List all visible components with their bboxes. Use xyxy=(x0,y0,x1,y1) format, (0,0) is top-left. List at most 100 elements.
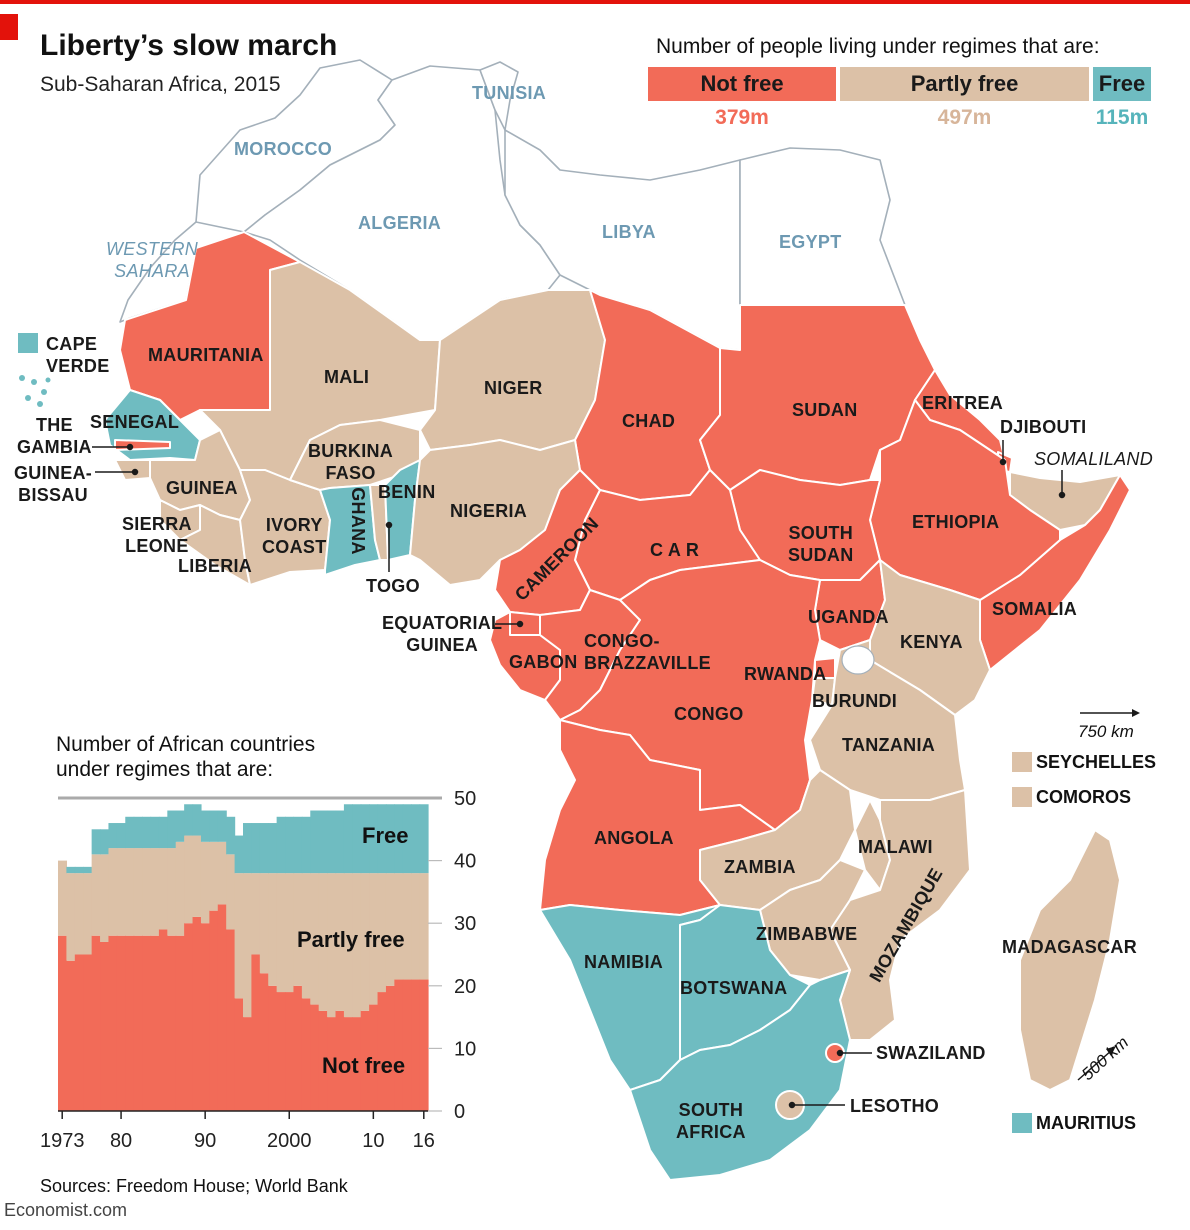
label-kenya: KENYA xyxy=(900,632,963,652)
bar-free-1994 xyxy=(234,835,244,874)
bar-not-free-1983 xyxy=(142,935,152,1111)
x-tick-label-1980: 80 xyxy=(110,1130,132,1152)
bar-not-free-1999 xyxy=(276,992,286,1111)
bar-partly-free-1995 xyxy=(243,873,253,1018)
bar-partly-free-2015 xyxy=(411,873,421,980)
legend-heading: Number of people living under regimes th… xyxy=(656,35,1100,58)
label-senegal: SENEGAL xyxy=(90,412,180,432)
label-namibia: NAMIBIA xyxy=(584,952,664,972)
bar-partly-free-2005 xyxy=(327,873,337,1018)
bar-free-1987 xyxy=(175,810,185,842)
bar-free-2005 xyxy=(327,810,337,874)
bar-partly-free-2009 xyxy=(360,873,370,1011)
ethiopia-shape xyxy=(869,399,1061,601)
bar-not-free-1982 xyxy=(133,935,143,1111)
bar-not-free-2007 xyxy=(343,1017,353,1111)
scale-arrows xyxy=(1077,709,1140,1081)
bar-partly-free-1997 xyxy=(259,873,269,974)
label-morocco: MOROCCO xyxy=(234,139,333,159)
bar-free-2006 xyxy=(335,810,345,874)
bar-free-1978 xyxy=(100,829,110,855)
legend-not-free-value: 379m xyxy=(715,106,769,129)
top-rule xyxy=(0,0,1190,4)
label-cape-verde: CAPE VERDE xyxy=(46,334,110,376)
bar-not-free-2010 xyxy=(369,1004,379,1111)
bar-partly-free-1992 xyxy=(217,841,227,905)
bar-partly-free-2008 xyxy=(352,873,362,1018)
bar-not-free-2006 xyxy=(335,1010,345,1111)
bar-partly-free-1979 xyxy=(108,848,118,936)
bar-partly-free-1985 xyxy=(158,848,168,930)
bar-partly-free-2011 xyxy=(377,873,387,993)
inset-chart-heading: Number of African countries under regime… xyxy=(56,733,316,781)
label-eritrea: ERITREA xyxy=(922,393,1004,413)
bar-not-free-2004 xyxy=(318,1010,328,1111)
bar-partly-free-1984 xyxy=(150,848,160,936)
source-note: Sources: Freedom House; World Bank xyxy=(40,1176,348,1196)
bar-partly-free-1974 xyxy=(66,873,76,961)
bar-partly-free-2012 xyxy=(385,873,395,986)
label-malawi: MALAWI xyxy=(858,837,933,857)
bar-partly-free-1987 xyxy=(175,841,185,936)
label-seychelles: SEYCHELLES xyxy=(1036,752,1157,772)
bar-free-1989 xyxy=(192,804,202,836)
bar-partly-free-1982 xyxy=(133,848,143,936)
bar-not-free-1991 xyxy=(209,910,219,1111)
mozambique-shape xyxy=(829,789,971,1041)
bar-free-2004 xyxy=(318,810,328,874)
annotation-not-free: Not free xyxy=(322,1053,406,1078)
bar-free-1999 xyxy=(276,816,286,874)
bar-free-1986 xyxy=(167,810,177,849)
bar-not-free-2012 xyxy=(385,985,395,1111)
bar-not-free-2009 xyxy=(360,1010,370,1111)
bar-partly-free-1989 xyxy=(192,835,202,917)
bar-partly-free-1988 xyxy=(184,835,194,924)
bar-not-free-1975 xyxy=(74,954,84,1111)
bar-not-free-1985 xyxy=(158,929,168,1111)
bar-not-free-1990 xyxy=(200,923,210,1111)
bar-not-free-2008 xyxy=(352,1017,362,1111)
x-tick-label-1990: 90 xyxy=(194,1130,216,1152)
annotation-free: Free xyxy=(362,823,409,848)
bar-free-1988 xyxy=(184,804,194,836)
bar-not-free-1998 xyxy=(268,985,278,1111)
label-gabon: GABON xyxy=(509,652,578,672)
label-djibouti: DJIBOUTI xyxy=(1000,417,1087,437)
bar-partly-free-2016 xyxy=(419,873,429,980)
bar-free-2014 xyxy=(402,804,412,874)
label-guinea-bissau: GUINEA- BISSAU xyxy=(14,463,93,505)
bar-partly-free-1986 xyxy=(167,848,177,936)
label-south-africa: SOUTH AFRICA xyxy=(676,1100,746,1142)
label-mauritania: MAURITANIA xyxy=(148,345,264,365)
chart-title: Liberty’s slow march xyxy=(40,29,338,62)
bar-partly-free-2000 xyxy=(285,873,295,993)
bar-not-free-1992 xyxy=(217,904,227,1111)
bar-not-free-2003 xyxy=(310,1004,320,1111)
label-tunisia: TUNISIA xyxy=(472,83,547,103)
bar-not-free-1996 xyxy=(251,954,261,1111)
label-mauritius: MAURITIUS xyxy=(1036,1113,1136,1133)
label-mali: MALI xyxy=(324,367,370,387)
bar-not-free-1976 xyxy=(83,954,93,1111)
label-tanzania: TANZANIA xyxy=(842,735,936,755)
bar-partly-free-2002 xyxy=(301,873,311,999)
chart-subtitle: Sub-Saharan Africa, 2015 xyxy=(40,73,281,96)
bar-partly-free-1980 xyxy=(116,848,126,936)
x-tick-label-2010: 10 xyxy=(362,1130,384,1152)
bar-partly-free-1994 xyxy=(234,873,244,999)
bar-partly-free-1999 xyxy=(276,873,286,993)
bar-free-2009 xyxy=(360,804,370,874)
bar-free-2000 xyxy=(285,816,295,874)
label-western-sahara: WESTERN SAHARA xyxy=(106,239,199,281)
lake-victoria xyxy=(841,645,875,675)
bar-free-1995 xyxy=(243,823,253,874)
legend-free: Free xyxy=(1093,67,1151,101)
bar-not-free-1979 xyxy=(108,935,118,1111)
bar-not-free-2002 xyxy=(301,998,311,1111)
label-togo: TOGO xyxy=(366,576,420,596)
bar-partly-free-1981 xyxy=(125,848,135,936)
bar-not-free-1988 xyxy=(184,923,194,1111)
bar-not-free-1989 xyxy=(192,916,202,1111)
label-somaliland: SOMALILAND xyxy=(1034,449,1154,469)
bar-partly-free-2013 xyxy=(394,873,404,980)
